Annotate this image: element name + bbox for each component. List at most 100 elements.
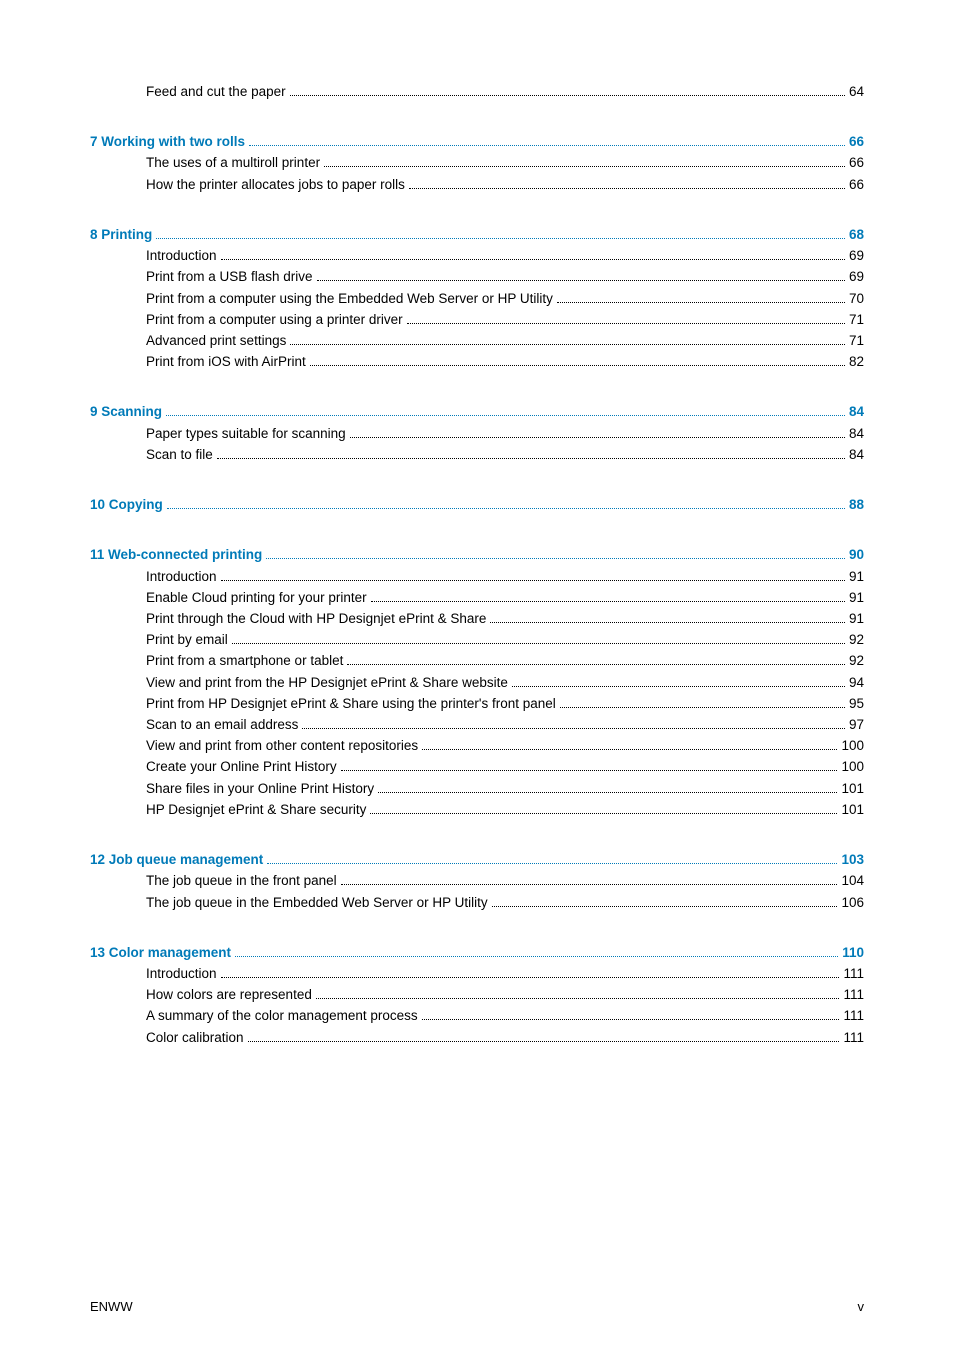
page-footer: ENWW v xyxy=(90,1299,864,1314)
toc-item-row[interactable]: Print through the Cloud with HP Designje… xyxy=(90,610,864,628)
toc-item-label: View and print from other content reposi… xyxy=(146,737,418,755)
toc-item-page: 95 xyxy=(849,695,864,713)
toc-item-label: Scan to an email address xyxy=(146,716,298,734)
toc-item-row[interactable]: Scan to an email address 97 xyxy=(90,716,864,734)
toc-heading-row[interactable]: 13 Color management110 xyxy=(90,944,864,962)
toc-item-page: 69 xyxy=(849,268,864,286)
toc-leader-dots xyxy=(341,770,838,771)
toc-item-label: Color calibration xyxy=(146,1029,244,1047)
toc-section: 12 Job queue management 103 The job queue … xyxy=(90,851,864,912)
toc-item-row[interactable]: Color calibration 111 xyxy=(90,1029,864,1047)
toc-item-row[interactable]: The job queue in the front panel104 xyxy=(90,872,864,890)
toc-item-page: 101 xyxy=(841,801,864,819)
toc-item-row[interactable]: Enable Cloud printing for your printer91 xyxy=(90,589,864,607)
toc-item-row[interactable]: Share files in your Online Print History… xyxy=(90,780,864,798)
toc-item-label: Scan to file xyxy=(146,446,213,464)
toc-heading-page: 66 xyxy=(849,133,864,151)
toc-item-row[interactable]: Introduction69 xyxy=(90,247,864,265)
toc-item-row[interactable]: View and print from the HP Designjet ePr… xyxy=(90,674,864,692)
toc-item-row[interactable]: The job queue in the Embedded Web Server… xyxy=(90,894,864,912)
toc-item-page: 71 xyxy=(849,332,864,350)
toc-item-row[interactable]: Print from HP Designjet ePrint & Share u… xyxy=(90,695,864,713)
toc-item-label: Introduction xyxy=(146,965,217,983)
toc-item-label: Print from a smartphone or tablet xyxy=(146,652,343,670)
toc-item-row[interactable]: Print from iOS with AirPrint82 xyxy=(90,353,864,371)
toc-heading-page: 110 xyxy=(842,944,864,962)
toc-item-row[interactable]: Print from a USB flash drive69 xyxy=(90,268,864,286)
toc-leader-dots xyxy=(341,884,838,885)
toc-leader-dots xyxy=(221,580,845,581)
toc-section: 9 Scanning84Paper types suitable for sca… xyxy=(90,403,864,464)
toc-item-row[interactable]: Scan to file 84 xyxy=(90,446,864,464)
toc-item-row[interactable]: HP Designjet ePrint & Share security101 xyxy=(90,801,864,819)
toc-heading-row[interactable]: 7 Working with two rolls66 xyxy=(90,133,864,151)
toc-heading-page: 103 xyxy=(841,851,864,869)
toc-item-label: Print through the Cloud with HP Designje… xyxy=(146,610,486,628)
toc-leader-dots xyxy=(512,686,845,687)
toc-leader-dots xyxy=(267,863,837,864)
toc-leader-dots xyxy=(156,238,845,239)
toc-item-row[interactable]: Print by email 92 xyxy=(90,631,864,649)
toc-leader-dots xyxy=(290,95,845,96)
toc-item-page: 92 xyxy=(849,631,864,649)
toc-leader-dots xyxy=(350,437,845,438)
toc-leader-dots xyxy=(266,558,845,559)
toc-item-page: 84 xyxy=(849,446,864,464)
toc-leader-dots xyxy=(409,188,845,189)
toc-heading-label: 10 Copying xyxy=(90,496,163,514)
toc-item-page: 100 xyxy=(841,758,864,776)
toc-item-page: 111 xyxy=(843,965,864,983)
toc-item-page: 82 xyxy=(849,353,864,371)
toc-item-row[interactable]: Print from a computer using the Embedded… xyxy=(90,290,864,308)
toc-item-row[interactable]: Advanced print settings 71 xyxy=(90,332,864,350)
toc-leader-dots xyxy=(217,458,845,459)
toc-item-label: Print from a computer using a printer dr… xyxy=(146,311,403,329)
toc-leader-dots xyxy=(232,643,845,644)
toc-item-row[interactable]: A summary of the color management proces… xyxy=(90,1007,864,1025)
toc-item-label: Introduction xyxy=(146,568,217,586)
toc-item-label: Share files in your Online Print History xyxy=(146,780,374,798)
toc-item-label: Print by email xyxy=(146,631,228,649)
toc-item-row[interactable]: How colors are represented111 xyxy=(90,986,864,1004)
toc-leader-dots xyxy=(317,280,845,281)
toc-item-label: Advanced print settings xyxy=(146,332,286,350)
toc-heading-row[interactable]: 12 Job queue management 103 xyxy=(90,851,864,869)
toc-item-row[interactable]: The uses of a multiroll printer66 xyxy=(90,154,864,172)
toc-item-page: 111 xyxy=(843,1007,864,1025)
toc-item-label: Print from HP Designjet ePrint & Share u… xyxy=(146,695,556,713)
toc-item-row[interactable]: Feed and cut the paper64 xyxy=(90,83,864,101)
toc-item-label: How colors are represented xyxy=(146,986,312,1004)
toc-heading-label: 9 Scanning xyxy=(90,403,162,421)
toc-item-row[interactable]: How the printer allocates jobs to paper … xyxy=(90,176,864,194)
toc-item-page: 91 xyxy=(849,589,864,607)
toc-item-label: Introduction xyxy=(146,247,217,265)
toc-leader-dots xyxy=(422,1019,840,1020)
toc-item-row[interactable]: Introduction 111 xyxy=(90,965,864,983)
toc-item-page: 97 xyxy=(849,716,864,734)
toc-leader-dots xyxy=(492,906,838,907)
toc-item-page: 111 xyxy=(843,1029,864,1047)
toc-leader-dots xyxy=(407,323,845,324)
toc-item-page: 71 xyxy=(849,311,864,329)
toc-leader-dots xyxy=(378,792,837,793)
toc-heading-row[interactable]: 9 Scanning84 xyxy=(90,403,864,421)
toc-heading-row[interactable]: 8 Printing68 xyxy=(90,226,864,244)
toc-leader-dots xyxy=(249,145,845,146)
toc-item-page: 100 xyxy=(841,737,864,755)
toc-item-label: Feed and cut the paper xyxy=(146,83,286,101)
toc-item-label: The job queue in the Embedded Web Server… xyxy=(146,894,488,912)
toc-item-page: 101 xyxy=(841,780,864,798)
toc-item-page: 84 xyxy=(849,425,864,443)
toc-heading-label: 12 Job queue management xyxy=(90,851,263,869)
toc-item-row[interactable]: View and print from other content reposi… xyxy=(90,737,864,755)
toc-leader-dots xyxy=(166,415,845,416)
toc-leader-dots xyxy=(310,365,845,366)
toc-item-row[interactable]: Print from a computer using a printer dr… xyxy=(90,311,864,329)
toc-item-row[interactable]: Introduction91 xyxy=(90,568,864,586)
toc-heading-row[interactable]: 11 Web-connected printing90 xyxy=(90,546,864,564)
toc-item-row[interactable]: Paper types suitable for scanning84 xyxy=(90,425,864,443)
toc-heading-row[interactable]: 10 Copying88 xyxy=(90,496,864,514)
toc-leader-dots xyxy=(422,749,837,750)
toc-item-row[interactable]: Create your Online Print History100 xyxy=(90,758,864,776)
toc-item-row[interactable]: Print from a smartphone or tablet92 xyxy=(90,652,864,670)
